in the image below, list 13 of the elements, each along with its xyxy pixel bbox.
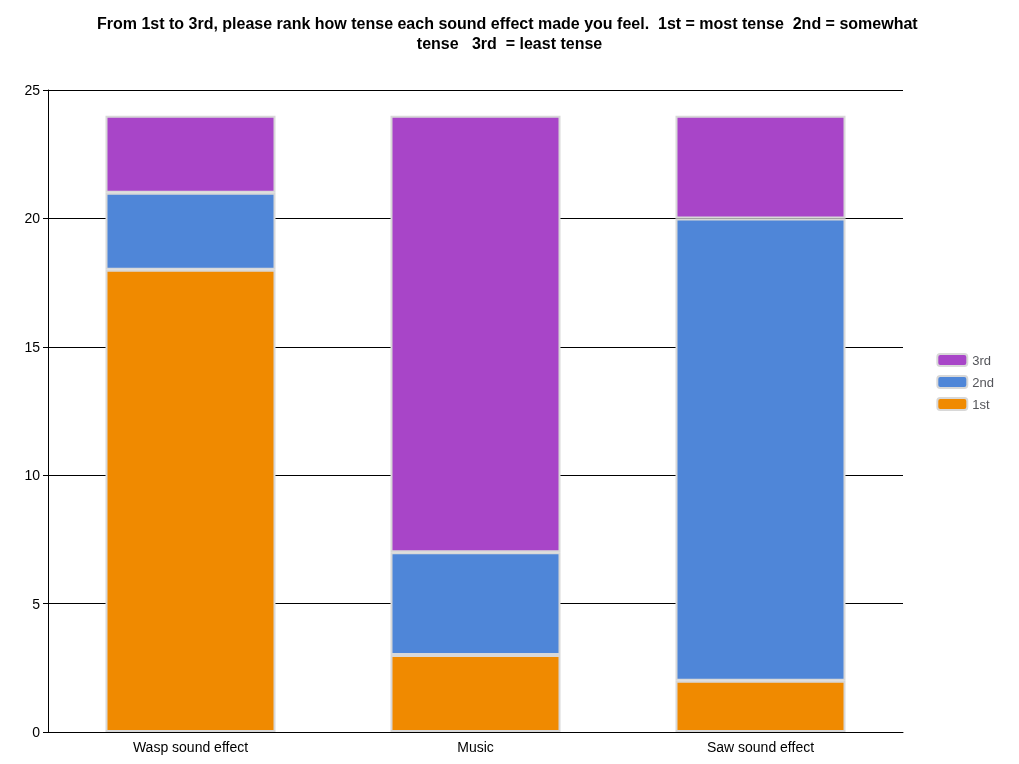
legend-label: 1st — [972, 396, 991, 412]
y-tick-label: 15 — [24, 338, 41, 355]
y-tick-label: 5 — [32, 595, 41, 612]
x-tick-label: Music — [457, 739, 494, 755]
y-tick-label: 0 — [32, 724, 41, 740]
y-tick-label: 10 — [24, 467, 41, 484]
x-tick-label: Saw sound effect — [706, 739, 815, 755]
legend-label: 3rd — [972, 352, 992, 368]
x-tick-label: Wasp sound effect — [132, 739, 249, 755]
chart-title: From 1st to 3rd, please rank how tense each sound effect made you feel. 1st = most tense 2nd = somewhat tense 3rd = least tense — [96, 14, 923, 52]
legend-label: 2nd — [972, 374, 995, 390]
y-tick-label: 25 — [24, 82, 41, 98]
y-tick-label: 20 — [24, 210, 41, 227]
